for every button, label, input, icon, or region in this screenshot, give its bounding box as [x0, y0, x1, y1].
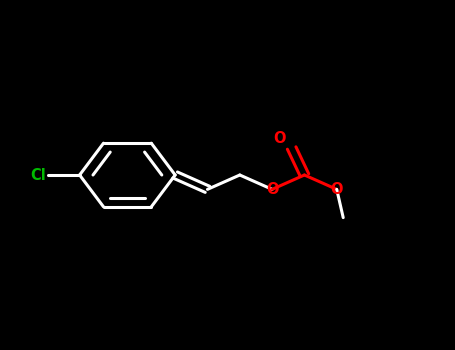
Text: O: O: [330, 182, 343, 197]
Text: O: O: [274, 131, 286, 146]
Text: Cl: Cl: [30, 168, 46, 182]
Text: O: O: [266, 182, 278, 197]
